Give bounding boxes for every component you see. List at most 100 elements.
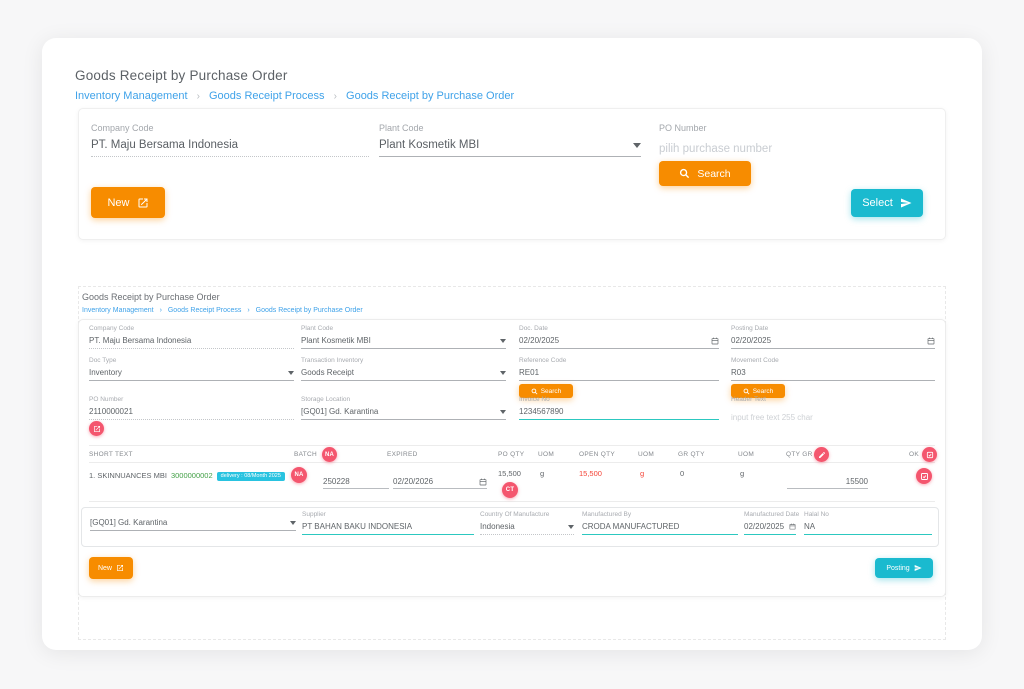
item-row: 1. SKINNUANCES MBI 3000000002 delivery : 0… xyxy=(89,463,935,502)
company-code-field: Company Code PT. Maju Bersama Indonesia xyxy=(91,123,369,157)
company-code-value: PT. Maju Bersama Indonesia xyxy=(91,139,239,151)
uom-open-value: g xyxy=(640,469,645,478)
chevron-down-icon xyxy=(288,370,294,375)
batch-na-header-badge[interactable]: NA xyxy=(322,447,337,462)
chevron-down-icon xyxy=(568,524,574,529)
po-qty-value: 15,500 xyxy=(498,469,521,478)
open-qty-value: 15,500 xyxy=(579,469,602,478)
edit-icon xyxy=(93,425,100,432)
detail-plant-code-select[interactable]: Plant Code Plant Kosmetik MBI xyxy=(301,325,506,349)
plant-code-label: Plant Code xyxy=(379,123,424,133)
uom-po-value: g xyxy=(540,469,545,478)
chevron-down-icon xyxy=(500,409,506,414)
delivery-chip: delivery : 08/Month 2025 xyxy=(216,471,285,481)
search-icon xyxy=(680,168,690,179)
po-number-field: PO Number xyxy=(659,123,935,160)
gr-qty-value: 0 xyxy=(680,469,685,478)
breadcrumb: Inventory Management › Goods Receipt Pro… xyxy=(75,90,514,102)
transaction-inventory-select[interactable]: Transaction Inventory Goods Receipt xyxy=(301,357,506,381)
breadcrumb-goods-receipt-process[interactable]: Goods Receipt Process xyxy=(208,90,325,102)
batch-input[interactable] xyxy=(323,477,389,486)
col-batch: BATCH xyxy=(294,451,318,458)
detail-po-number-field: PO Number 2110000021 xyxy=(89,396,294,420)
doc-date-field[interactable]: Doc. Date 02/20/2025 xyxy=(519,325,719,349)
page-title: Goods Receipt by Purchase Order xyxy=(75,68,288,83)
col-po-qty: PO QTY xyxy=(498,451,525,458)
plant-code-value: Plant Kosmetik MBI xyxy=(379,139,480,151)
po-edit-button[interactable] xyxy=(89,421,104,436)
breadcrumb-goods-receipt-by-po[interactable]: Goods Receipt by Purchase Order xyxy=(346,90,515,102)
expired-date-field[interactable]: 02/20/2026 xyxy=(393,467,487,489)
send-icon xyxy=(914,565,922,571)
calendar-icon xyxy=(789,523,796,530)
calendar-icon xyxy=(479,478,487,486)
manufactured-date-field[interactable]: Manufactured Date 02/20/2025 xyxy=(744,511,799,535)
material-number: 3000000002 xyxy=(170,471,213,480)
detail-section: Goods Receipt by Purchase Order Inventor… xyxy=(78,286,946,640)
movement-code-search-button[interactable]: Search xyxy=(731,384,785,398)
detail-new-button[interactable]: New xyxy=(89,557,133,579)
detail-breadcrumb-goods-receipt-process[interactable]: Goods Receipt Process xyxy=(167,307,242,314)
po-number-label: PO Number xyxy=(659,123,707,133)
col-uom-1: UOM xyxy=(538,451,555,458)
chevron-down-icon xyxy=(500,338,506,343)
col-gr-qty: GR QTY xyxy=(678,451,705,458)
chevron-down-icon xyxy=(290,520,296,525)
plant-code-select[interactable]: Plant Code Plant Kosmetik MBI xyxy=(379,123,641,157)
app-window: Goods Receipt by Purchase Order Inventor… xyxy=(42,38,982,650)
detail-breadcrumb-inventory-management[interactable]: Inventory Management xyxy=(82,307,154,314)
qty-gr-edit-badge[interactable] xyxy=(814,447,829,462)
ok-all-button[interactable] xyxy=(922,447,937,462)
detail-breadcrumb: Inventory Management › Goods Receipt Pro… xyxy=(82,307,363,314)
movement-code-field: Movement Code R03 xyxy=(731,357,935,381)
manufactured-by-field[interactable]: Manufactured By CRODA MANUFACTURED xyxy=(582,511,738,535)
col-short-text: SHORT TEXT xyxy=(89,451,133,458)
open-in-new-icon xyxy=(117,565,123,571)
doc-type-select[interactable]: Doc Type Inventory xyxy=(89,357,294,381)
detail-breadcrumb-goods-receipt-by-po[interactable]: Goods Receipt by Purchase Order xyxy=(255,307,363,314)
batch-na-row-button[interactable]: NA xyxy=(291,467,307,483)
item-short-text: 1. SKINNUANCES MBI 3000000002 delivery : 0… xyxy=(89,471,285,481)
send-icon xyxy=(900,198,912,208)
ok-row-button[interactable] xyxy=(916,468,932,484)
chevron-down-icon xyxy=(633,142,641,148)
col-qty-gr: QTY GR xyxy=(786,451,813,458)
item-storage-location-select[interactable]: [GQ01] Gd. Karantina xyxy=(90,518,296,531)
search-icon xyxy=(531,388,538,394)
company-code-label: Company Code xyxy=(91,123,154,133)
search-button[interactable]: Search xyxy=(659,161,751,186)
uom-gr-value: g xyxy=(740,469,745,478)
reference-code-search-button[interactable]: Search xyxy=(519,384,573,398)
check-square-icon xyxy=(926,451,933,458)
breadcrumb-separator: › xyxy=(196,91,200,102)
posting-date-field[interactable]: Posting Date 02/20/2025 xyxy=(731,325,935,349)
header-text-field: Header Text xyxy=(731,396,935,425)
detail-page-title: Goods Receipt by Purchase Order xyxy=(82,292,220,302)
invoice-no-field[interactable]: Invoice No 1234567890 xyxy=(519,396,719,420)
reference-code-field: Reference Code RE01 xyxy=(519,357,719,381)
po-qty-ct-badge: CT xyxy=(502,482,518,498)
search-icon xyxy=(743,388,750,394)
posting-button[interactable]: Posting xyxy=(875,558,933,578)
col-uom-2: UOM xyxy=(638,451,655,458)
items-table-header: SHORT TEXT BATCH NA EXPIRED PO QTY UOM O… xyxy=(89,445,937,463)
col-expired: EXPIRED xyxy=(387,451,418,458)
halal-no-field[interactable]: Halal No NA xyxy=(804,511,932,535)
detail-company-code-field: Company Code PT. Maju Bersama Indonesia xyxy=(89,325,294,349)
storage-location-select[interactable]: Storage Location [GQ01] Gd. Karantina xyxy=(301,396,506,420)
qty-gr-input[interactable] xyxy=(787,477,868,486)
breadcrumb-inventory-management[interactable]: Inventory Management xyxy=(75,90,188,102)
po-number-input[interactable] xyxy=(659,143,935,160)
goods-receipt-form-card: Company Code PT. Maju Bersama Indonesia … xyxy=(78,319,946,597)
calendar-icon xyxy=(927,337,935,344)
header-text-input[interactable] xyxy=(731,413,935,425)
item-detail-box: [GQ01] Gd. Karantina Supplier PT BAHAN B… xyxy=(81,507,939,547)
select-button[interactable]: Select xyxy=(851,189,923,217)
new-button[interactable]: New xyxy=(91,187,165,218)
calendar-icon xyxy=(711,337,719,344)
country-of-manufacture-select[interactable]: Country Of Manufacture Indonesia xyxy=(480,511,574,535)
open-in-new-icon xyxy=(138,198,147,207)
supplier-field[interactable]: Supplier PT BAHAN BAKU INDONESIA xyxy=(302,511,474,535)
chevron-down-icon xyxy=(500,370,506,375)
